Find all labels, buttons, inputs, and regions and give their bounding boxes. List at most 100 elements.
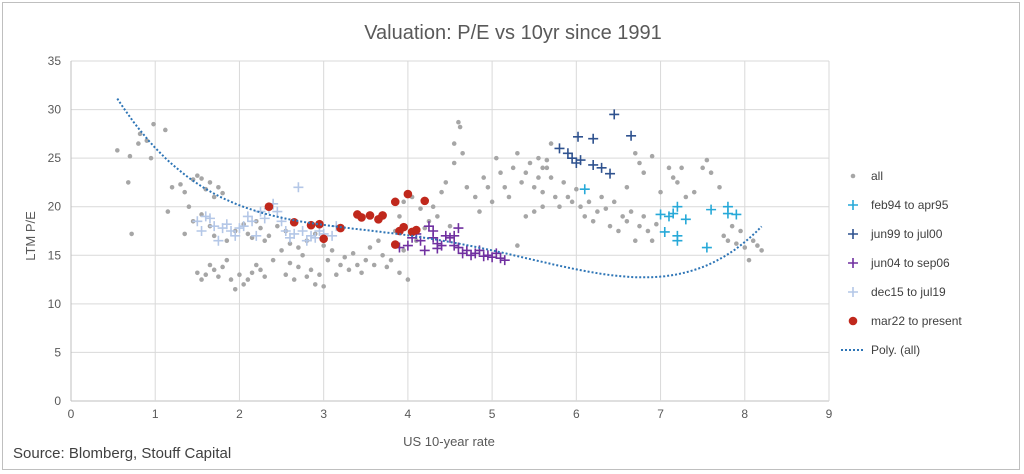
data-point [708,170,714,176]
data-point [478,251,489,262]
data-point [371,262,377,268]
data-point [701,242,712,253]
y-tick-label: 20 [48,200,62,214]
data-point [262,238,268,244]
data-point [603,206,609,211]
data-point [552,194,558,200]
data-point [536,175,541,180]
legend-label: Poly. (all) [871,343,920,357]
data-point [536,155,541,161]
x-tick-label: 1 [152,407,159,421]
data-point [270,257,276,263]
data-point [186,204,192,210]
data-point [234,223,245,234]
data-point [672,230,683,241]
data-point [461,245,472,256]
data-point [675,180,680,185]
data-point [649,238,655,244]
data-point [679,165,684,171]
y-tick-label: 10 [48,297,62,311]
data-point [359,270,364,276]
data-point [637,223,642,229]
data-point [658,189,663,195]
data-point [548,175,554,180]
data-point [495,253,506,264]
x-tick-label: 0 [68,407,75,421]
data-point [616,228,621,234]
data-point [264,202,274,212]
data-point [628,209,634,214]
data-point [192,216,203,227]
data-point [258,225,263,231]
data-point [230,230,241,241]
data-point [482,250,493,261]
data-point [365,211,375,220]
data-point [670,175,676,180]
data-point [721,233,727,239]
data-point [624,184,630,190]
data-point [494,155,499,161]
data-point [412,225,421,235]
trendline [116,98,763,279]
data-point [306,220,316,230]
data-point [557,204,562,210]
data-point [609,109,620,120]
data-point [390,197,400,207]
data-point [624,218,630,224]
legend-swatch [848,200,858,210]
data-point [531,209,537,214]
data-point [449,230,460,241]
data-point [565,194,571,200]
data-point [729,223,735,229]
data-point [443,180,449,185]
data-point [296,264,301,270]
data-point [342,254,348,260]
data-point [672,201,683,212]
data-point [548,141,554,146]
data-point [734,241,739,246]
data-point [445,232,455,243]
data-point [457,124,463,130]
data-point [388,257,394,263]
data-point [746,257,752,263]
y-axis-label: LTM P/E [23,211,38,261]
data-point [428,232,439,243]
data-point [418,206,423,211]
data-point [127,153,133,159]
data-point [220,264,225,270]
data-point [540,189,545,195]
data-point [242,211,253,222]
data-point [289,217,299,227]
data-point [506,194,512,200]
data-point [489,199,495,205]
data-point [401,248,406,253]
data-point [620,214,625,219]
data-point [755,243,760,248]
data-point [136,141,141,146]
data-point [211,233,217,239]
legend-label: all [871,169,883,183]
data-point [510,165,516,171]
data-point [655,209,666,220]
legend-swatch [848,258,858,268]
data-point [666,165,672,171]
data-point [334,272,339,278]
x-tick-label: 9 [826,407,833,421]
data-point [178,182,183,187]
data-point [502,184,508,190]
legend-swatch [848,316,858,326]
data-point [329,248,335,253]
data-point [750,238,756,244]
data-point [367,245,373,250]
legend-label: feb94 to apr95 [871,198,949,212]
data-point [238,221,249,232]
data-point [182,231,187,237]
data-point [376,238,381,244]
data-point [207,180,213,185]
data-point [447,223,453,229]
data-point [573,131,584,142]
data-point [224,238,230,244]
data-point [297,226,308,236]
data-point [226,226,237,236]
data-point [432,243,443,254]
